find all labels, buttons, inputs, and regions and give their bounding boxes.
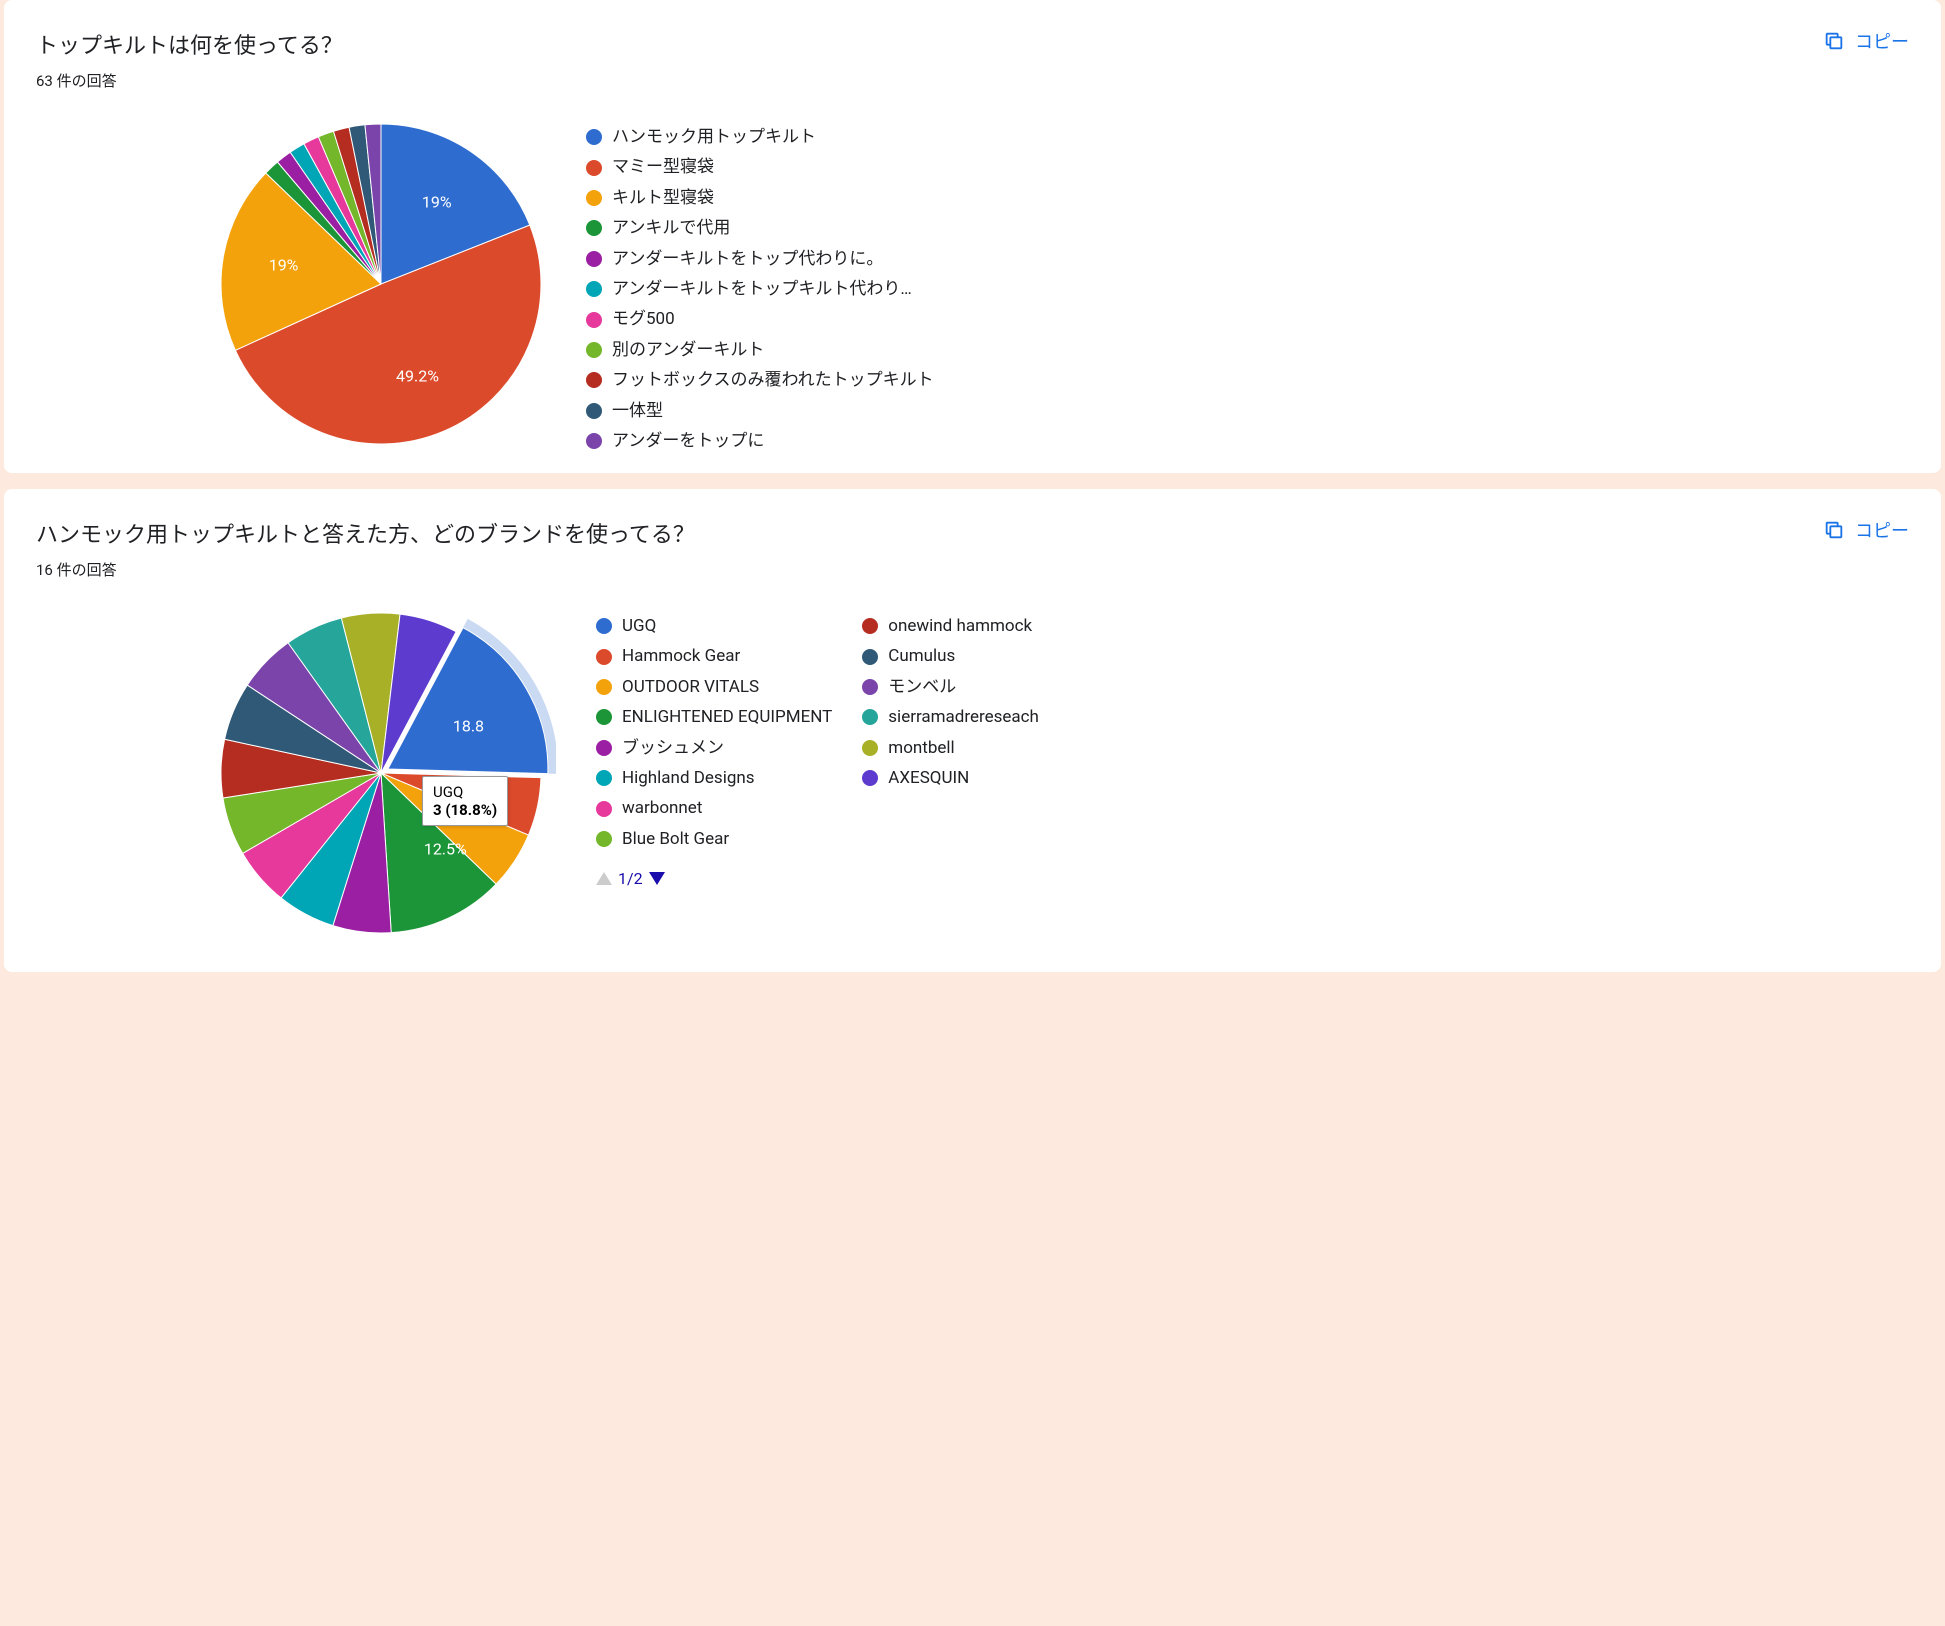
- copy-icon: [1823, 30, 1845, 52]
- legend-item[interactable]: アンダーキルトをトップキルト代わり…: [586, 279, 1909, 299]
- legend-label: アンダーキルトをトップキルト代わり…: [612, 279, 912, 299]
- legend-dot: [862, 740, 878, 756]
- legend-dot: [586, 129, 602, 145]
- pie-chart-2: 18.812.5% UGQ 3 (18.8%): [216, 608, 556, 952]
- legend-label: フットボックスのみ覆われたトップキルト: [612, 370, 934, 390]
- legend-dot: [586, 220, 602, 236]
- legend-item[interactable]: アンダーをトップに: [586, 431, 1909, 451]
- chart-card-2: ハンモック用トップキルトと答えた方、どのブランドを使ってる？ 16 件の回答 コ…: [4, 489, 1941, 972]
- legend-label: 別のアンダーキルト: [612, 340, 764, 360]
- legend-item[interactable]: Highland Designs: [596, 768, 832, 788]
- legend-dot: [586, 433, 602, 449]
- legend-label: ブッシュメン: [622, 738, 724, 758]
- legend-item[interactable]: AXESQUIN: [862, 768, 1039, 788]
- legend-dot: [862, 649, 878, 665]
- legend-item[interactable]: Cumulus: [862, 646, 1039, 666]
- legend-dot: [586, 342, 602, 358]
- legend-item[interactable]: Blue Bolt Gear: [596, 829, 832, 849]
- legend-2: UGQ Hammock Gear OUTDOOR VITALS ENLIGHTENED…: [596, 608, 1909, 888]
- legend-label: Hammock Gear: [622, 646, 740, 666]
- legend-item[interactable]: モンベル: [862, 677, 1039, 697]
- legend-item[interactable]: ENLIGHTENED EQUIPMENT: [596, 707, 832, 727]
- legend-label: 一体型: [612, 401, 663, 421]
- legend-label: OUTDOOR VITALS: [622, 677, 759, 697]
- legend-dot: [586, 251, 602, 267]
- legend-item[interactable]: UGQ: [596, 616, 832, 636]
- pager-next-icon[interactable]: [649, 872, 665, 885]
- legend-dot: [586, 160, 602, 176]
- question-title: トップキルトは何を使ってる？: [36, 28, 343, 60]
- legend-dot: [862, 679, 878, 695]
- legend-label: ハンモック用トップキルト: [612, 127, 816, 147]
- legend-item[interactable]: ハンモック用トップキルト: [586, 127, 1909, 147]
- legend-item[interactable]: montbell: [862, 738, 1039, 758]
- legend-item[interactable]: OUTDOOR VITALS: [596, 677, 832, 697]
- legend-item[interactable]: マミー型寝袋: [586, 157, 1909, 177]
- legend-item[interactable]: 一体型: [586, 401, 1909, 421]
- legend-dot: [586, 403, 602, 419]
- legend-label: Cumulus: [888, 646, 955, 666]
- legend-item[interactable]: キルト型寝袋: [586, 188, 1909, 208]
- legend-pager: 1/2: [596, 869, 832, 888]
- legend-item[interactable]: onewind hammock: [862, 616, 1039, 636]
- pie-chart-1: 19%49.2%19%: [216, 119, 546, 453]
- copy-label: コピー: [1855, 517, 1909, 543]
- legend-dot: [596, 831, 612, 847]
- response-count: 63 件の回答: [36, 70, 343, 91]
- legend-item[interactable]: フットボックスのみ覆われたトップキルト: [586, 370, 1909, 390]
- legend-item[interactable]: sierramadrereseach: [862, 707, 1039, 727]
- copy-label: コピー: [1855, 28, 1909, 54]
- legend-label: montbell: [888, 738, 954, 758]
- legend-dot: [596, 618, 612, 634]
- legend-dot: [596, 740, 612, 756]
- legend-label: マミー型寝袋: [612, 157, 714, 177]
- legend-dot: [862, 618, 878, 634]
- legend-dot: [596, 679, 612, 695]
- tooltip-label: UGQ: [433, 783, 497, 801]
- legend-dot: [596, 801, 612, 817]
- legend-label: ENLIGHTENED EQUIPMENT: [622, 707, 832, 727]
- legend-dot: [862, 770, 878, 786]
- legend-label: アンキルで代用: [612, 218, 730, 238]
- pager-prev-icon[interactable]: [596, 872, 612, 885]
- legend-label: sierramadrereseach: [888, 707, 1039, 727]
- legend-dot: [596, 770, 612, 786]
- legend-label: UGQ: [622, 616, 656, 636]
- legend-label: モンベル: [888, 677, 956, 697]
- legend-dot: [596, 709, 612, 725]
- legend-label: アンダーキルトをトップ代わりに。: [612, 249, 883, 269]
- legend-item[interactable]: Hammock Gear: [596, 646, 832, 666]
- legend-label: Blue Bolt Gear: [622, 829, 729, 849]
- legend-label: モグ500: [612, 309, 675, 329]
- legend-dot: [586, 190, 602, 206]
- legend-dot: [586, 312, 602, 328]
- legend-item[interactable]: warbonnet: [596, 798, 832, 818]
- legend-label: AXESQUIN: [888, 768, 969, 788]
- chart-card-1: トップキルトは何を使ってる？ 63 件の回答 コピー 19%49.2%19% ハ…: [4, 0, 1941, 473]
- copy-button[interactable]: コピー: [1823, 517, 1909, 543]
- legend-label: onewind hammock: [888, 616, 1032, 636]
- tooltip-value: 3 (18.8%): [433, 801, 497, 819]
- legend-label: アンダーをトップに: [612, 431, 764, 451]
- chart-tooltip: UGQ 3 (18.8%): [422, 776, 508, 826]
- legend-dot: [596, 649, 612, 665]
- legend-item[interactable]: ブッシュメン: [596, 738, 832, 758]
- legend-item[interactable]: モグ500: [586, 309, 1909, 329]
- copy-icon: [1823, 519, 1845, 541]
- legend-label: warbonnet: [622, 798, 702, 818]
- legend-1: ハンモック用トップキルトマミー型寝袋キルト型寝袋アンキルで代用アンダーキルトをト…: [586, 119, 1909, 451]
- legend-label: Highland Designs: [622, 768, 755, 788]
- legend-dot: [862, 709, 878, 725]
- legend-dot: [586, 372, 602, 388]
- legend-item[interactable]: 別のアンダーキルト: [586, 340, 1909, 360]
- legend-label: キルト型寝袋: [612, 188, 714, 208]
- legend-item[interactable]: アンダーキルトをトップ代わりに。: [586, 249, 1909, 269]
- legend-dot: [586, 281, 602, 297]
- copy-button[interactable]: コピー: [1823, 28, 1909, 54]
- legend-item[interactable]: アンキルで代用: [586, 218, 1909, 238]
- response-count: 16 件の回答: [36, 559, 695, 580]
- pager-page-number: 1/2: [618, 869, 643, 888]
- question-title: ハンモック用トップキルトと答えた方、どのブランドを使ってる？: [36, 517, 695, 549]
